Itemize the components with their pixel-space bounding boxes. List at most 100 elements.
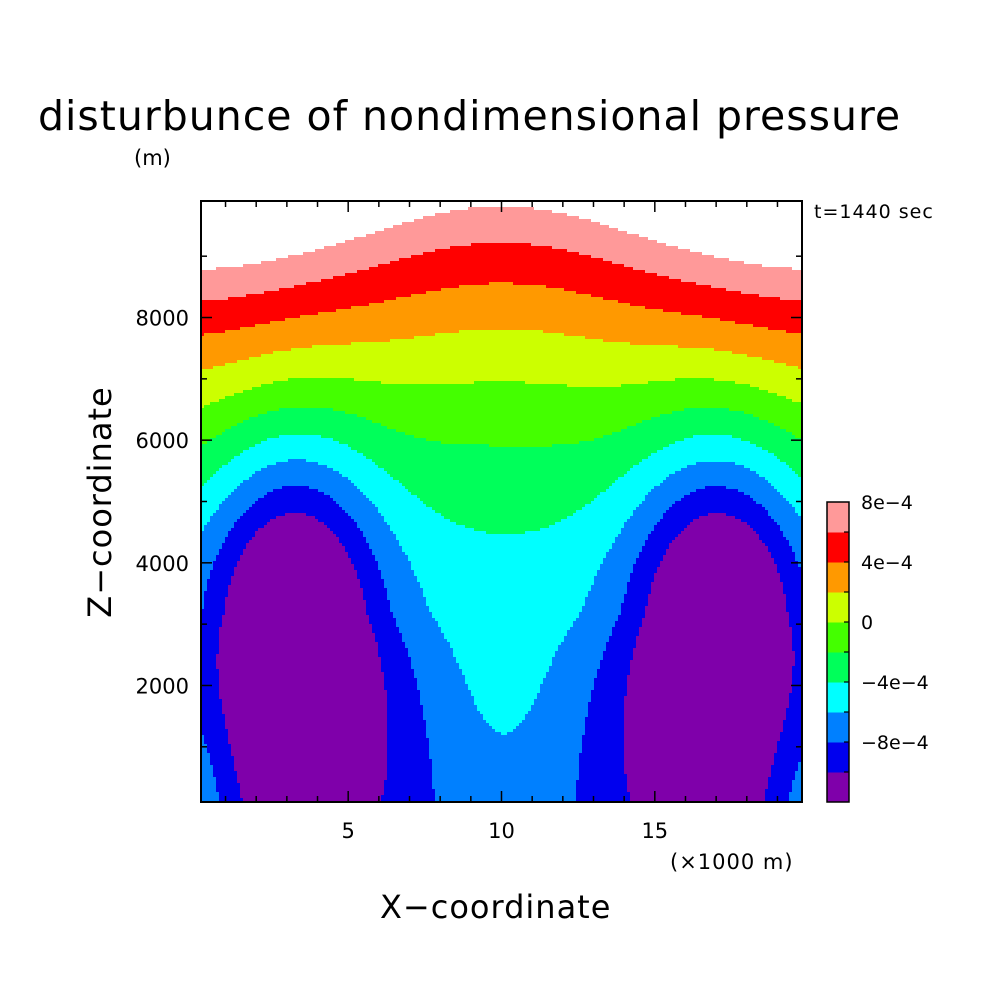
contour-cell — [741, 291, 802, 295]
contour-cell — [627, 780, 769, 784]
contour-cell — [288, 378, 355, 382]
contour-cell — [774, 558, 796, 562]
contour-cell — [780, 459, 802, 463]
contour-cell — [576, 783, 628, 787]
contour-cell — [768, 783, 793, 787]
contour-cell — [201, 381, 274, 385]
contour-cell — [777, 456, 802, 460]
contour-cell — [540, 687, 595, 691]
contour-cell — [594, 684, 628, 688]
contour-cell — [792, 627, 802, 631]
contour-cell — [219, 642, 379, 646]
contour-cell — [213, 774, 238, 778]
contour-cell — [201, 444, 256, 448]
contour-cell — [660, 564, 778, 568]
contour-cell — [795, 777, 802, 781]
contour-cell — [591, 501, 643, 505]
contour-cell — [768, 786, 793, 790]
contour-cell — [429, 747, 583, 751]
contour-cell — [642, 459, 781, 463]
contour-cell — [369, 615, 394, 619]
contour-cell — [219, 690, 388, 694]
contour-cell — [792, 399, 802, 403]
contour-cell — [765, 789, 793, 793]
contour-cell — [558, 645, 607, 649]
contour-cell — [537, 696, 592, 700]
contour-cell — [786, 717, 802, 721]
contour-cell — [201, 432, 223, 436]
contour-cell — [387, 723, 427, 727]
contour-cell — [225, 429, 397, 433]
contour-cell — [240, 555, 349, 559]
contour-cell — [201, 282, 307, 286]
contour-cell — [201, 774, 214, 778]
contour-cell — [633, 648, 793, 652]
contour-cell — [201, 384, 262, 388]
contour-cell — [690, 492, 745, 496]
contour-cell — [591, 255, 715, 259]
contour-cell — [201, 258, 277, 262]
contour-cell — [429, 753, 580, 757]
contour-cell — [201, 639, 220, 643]
contour-cell — [750, 441, 802, 445]
contour-cell — [615, 540, 646, 544]
contour-cell — [219, 681, 385, 685]
contour-cell — [645, 495, 685, 499]
contour-cell — [381, 573, 415, 577]
colorbar-swatch — [827, 712, 849, 743]
contour-cell — [756, 531, 784, 535]
contour-cell — [243, 552, 349, 556]
contour-cell — [201, 390, 244, 394]
contour-cell — [201, 342, 352, 346]
contour-cell — [771, 765, 799, 769]
contour-cell — [603, 561, 637, 565]
contour-cell — [318, 312, 682, 316]
contour-cell — [507, 732, 586, 736]
contour-cell — [606, 645, 637, 649]
contour-cell — [789, 702, 802, 706]
contour-cell — [591, 294, 760, 298]
contour-cell — [648, 456, 778, 460]
contour-cell — [339, 471, 388, 475]
contour-cell — [624, 708, 787, 712]
contour-cell — [207, 744, 232, 748]
contour-cell — [585, 726, 625, 730]
contour-cell — [201, 495, 229, 499]
contour-cell — [573, 513, 634, 517]
contour-cell — [201, 762, 211, 766]
contour-cell — [771, 516, 802, 520]
contour-cell — [210, 570, 235, 574]
contour-cell — [207, 441, 262, 445]
contour-cell — [201, 393, 235, 397]
contour-cell — [201, 267, 217, 271]
contour-cell — [792, 666, 802, 670]
contour-cell — [630, 303, 802, 307]
contour-cell — [315, 249, 436, 253]
contour-cell — [474, 702, 535, 706]
contour-cell — [621, 528, 655, 532]
contour-cell — [207, 747, 232, 751]
contour-cell — [351, 306, 646, 310]
contour-cell — [201, 426, 232, 430]
contour-cell — [633, 513, 664, 517]
contour-cell — [234, 756, 388, 760]
contour-cell — [201, 672, 220, 676]
chart-title: disturbunce of nondimensional pressure — [38, 92, 902, 140]
contour-cell — [675, 441, 751, 445]
contour-cell — [795, 663, 802, 667]
contour-cell — [777, 522, 802, 526]
contour-cell — [576, 792, 631, 796]
contour-cell — [567, 516, 631, 520]
contour-cell — [261, 261, 391, 265]
contour-cell — [633, 570, 658, 574]
contour-cell — [660, 561, 775, 565]
contour-cell — [201, 723, 226, 727]
contour-cell — [201, 594, 205, 598]
contour-cell — [783, 723, 802, 727]
contour-cell — [201, 450, 244, 454]
contour-cell — [792, 546, 802, 550]
contour-cell — [588, 594, 625, 598]
contour-cell — [729, 258, 802, 262]
contour-cell — [651, 417, 760, 421]
contour-cell — [225, 597, 364, 601]
